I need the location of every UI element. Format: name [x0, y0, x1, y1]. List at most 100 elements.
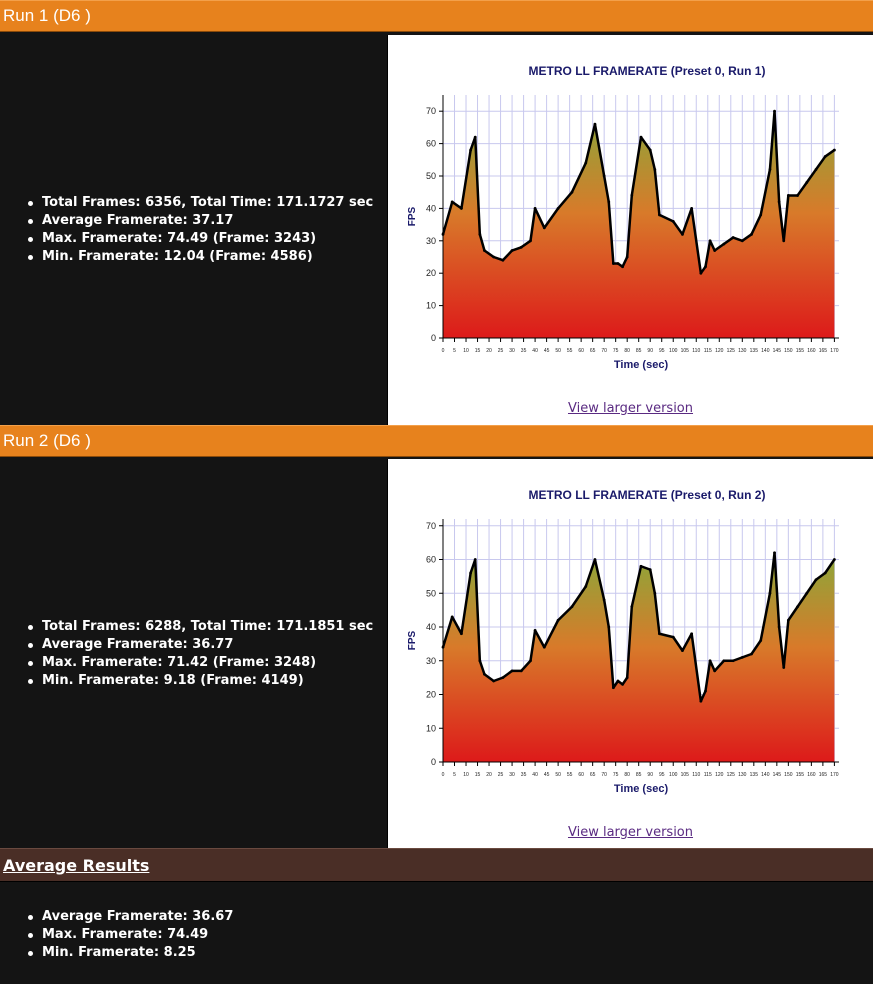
- fps-point: [542, 226, 546, 230]
- x-tick-label: 120: [715, 772, 724, 778]
- fps-point: [519, 245, 523, 249]
- x-tick-label: 20: [486, 772, 492, 778]
- chart-title: METRO LL FRAMERATE (Preset 0, Run 2): [529, 488, 766, 502]
- run-2-framerate-chart: METRO LL FRAMERATE (Preset 0, Run 2) 0 10 2…: [407, 488, 839, 795]
- fps-point: [584, 161, 588, 165]
- run-2-header: Run 2 (D6 ): [0, 425, 873, 457]
- x-tick-label: 115: [704, 348, 712, 354]
- fps-point: [786, 194, 790, 197]
- fps-point: [611, 686, 615, 690]
- average-framerate-stat: Average Framerate: 36.77: [27, 636, 373, 654]
- x-tick-label: 130: [738, 772, 747, 778]
- x-tick-label: 10: [463, 772, 469, 778]
- x-tick-label: 20: [486, 348, 492, 354]
- fps-area: [443, 552, 835, 762]
- fps-point: [593, 122, 597, 126]
- fps-point: [450, 615, 454, 619]
- fps-point: [501, 258, 505, 262]
- y-tick-label: 40: [426, 203, 436, 213]
- y-tick-label: 10: [426, 301, 436, 311]
- run-1-view-larger-link[interactable]: View larger version: [567, 401, 694, 416]
- fps-point: [768, 168, 772, 171]
- x-tick-label: 85: [636, 348, 642, 354]
- fps-point: [556, 207, 560, 210]
- fps-point: [473, 558, 477, 561]
- fps-point: [529, 659, 532, 663]
- x-tick-label: 95: [659, 348, 665, 354]
- fps-point: [607, 625, 611, 629]
- fps-point: [607, 200, 611, 204]
- average-results-title[interactable]: Average Results: [3, 856, 150, 875]
- fps-point: [713, 249, 717, 252]
- run-1-header: Run 1 (D6 ): [0, 0, 873, 32]
- fps-point: [690, 632, 694, 636]
- x-tick-label: 80: [624, 348, 630, 354]
- max-framerate-stat: Max. Framerate: 74.49 (Frame: 3243): [27, 230, 373, 248]
- run-2-stats-panel: Total Frames: 6288, Total Time: 171.1851…: [0, 459, 388, 849]
- fps-point: [653, 168, 657, 171]
- fps-point: [648, 148, 652, 152]
- fps-point: [658, 213, 661, 217]
- x-tick-label: 105: [681, 772, 690, 778]
- y-tick-label: 20: [426, 268, 436, 278]
- fps-point: [450, 200, 454, 204]
- fps-point: [570, 190, 574, 194]
- fps-area: [443, 111, 835, 338]
- x-tick-label: 155: [796, 348, 805, 354]
- fps-point: [740, 655, 744, 659]
- fps-point: [616, 262, 620, 265]
- fps-point: [740, 239, 744, 243]
- fps-point: [621, 682, 624, 686]
- fps-point: [777, 200, 781, 204]
- fps-point: [690, 207, 694, 210]
- fps-point: [773, 551, 776, 555]
- y-axis-label: FPS: [407, 630, 418, 650]
- min-framerate-stat: Min. Framerate: 8.25: [27, 944, 233, 962]
- fps-point: [786, 618, 790, 622]
- y-tick-label: 40: [426, 622, 436, 632]
- x-tick-label: 60: [578, 348, 584, 354]
- fps-point: [469, 571, 473, 575]
- total-frames-stat: Total Frames: 6288, Total Time: 171.1851…: [27, 619, 374, 634]
- fps-point: [648, 568, 652, 572]
- y-tick-label: 60: [426, 139, 436, 149]
- x-tick-label: 65: [590, 772, 596, 778]
- x-tick-label: 0: [442, 772, 445, 778]
- run-2-view-larger-link[interactable]: View larger version: [567, 825, 694, 840]
- fps-point: [832, 558, 836, 561]
- x-tick-label: 140: [761, 772, 770, 778]
- x-tick-label: 160: [807, 348, 816, 354]
- fps-point: [681, 232, 684, 236]
- fps-point: [658, 632, 661, 636]
- fps-point: [713, 669, 717, 673]
- fps-point: [510, 669, 514, 673]
- x-tick-label: 120: [715, 348, 724, 354]
- fps-point: [759, 213, 763, 217]
- run-2-chart-panel: METRO LL FRAMERATE (Preset 0, Run 2) 0 10 2…: [388, 459, 873, 849]
- fps-point: [630, 605, 634, 609]
- fps-point: [602, 598, 606, 602]
- y-tick-label: 30: [426, 656, 436, 666]
- y-tick-label: 20: [426, 690, 436, 700]
- y-axis-label: FPS: [407, 206, 418, 226]
- x-tick-label: 50: [555, 348, 561, 354]
- fps-point: [611, 262, 615, 265]
- fps-point: [722, 242, 726, 246]
- y-tick-label: 50: [426, 588, 436, 598]
- x-tick-label: 0: [442, 348, 445, 354]
- x-tick-label: 25: [498, 348, 504, 354]
- x-tick-label: 5: [453, 348, 456, 354]
- x-tick-label: 15: [475, 348, 481, 354]
- fps-point: [671, 635, 675, 639]
- x-tick-label: 75: [613, 772, 619, 778]
- fps-point: [814, 578, 818, 582]
- x-tick-label: 170: [830, 772, 839, 778]
- fps-point: [478, 232, 482, 236]
- fps-point: [750, 232, 753, 236]
- fps-point: [832, 148, 836, 152]
- fps-point: [708, 239, 712, 243]
- x-tick-label: 55: [567, 348, 573, 354]
- x-tick-label: 65: [590, 348, 596, 354]
- x-tick-label: 135: [750, 348, 759, 354]
- run-1-framerate-chart: METRO LL FRAMERATE (Preset 0, Run 1) 0 10 2…: [407, 64, 839, 371]
